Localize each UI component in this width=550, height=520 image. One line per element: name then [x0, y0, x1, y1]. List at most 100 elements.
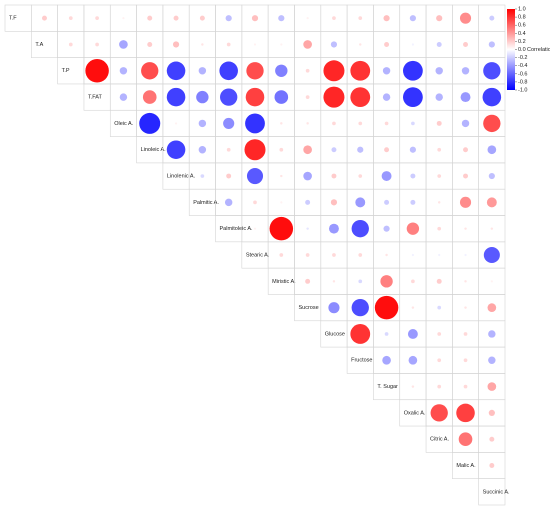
correlation-circle — [411, 306, 415, 309]
correlation-circle — [487, 303, 497, 312]
variable-label: Stearic A. — [246, 252, 270, 258]
correlation-circle — [332, 253, 336, 257]
colorbar — [507, 9, 515, 90]
correlation-circle — [246, 62, 264, 80]
correlation-circle — [385, 253, 388, 257]
correlation-circle — [463, 358, 468, 363]
correlation-circle — [409, 146, 416, 153]
variable-label: T.A — [35, 42, 43, 48]
correlation-circle — [436, 15, 443, 22]
correlation-circle — [142, 90, 157, 104]
correlation-circle — [141, 62, 159, 80]
correlation-circle — [219, 61, 238, 81]
correlation-circle — [483, 246, 500, 264]
correlation-circle — [332, 121, 336, 126]
correlation-circle — [358, 121, 363, 126]
correlation-circle — [331, 173, 337, 179]
correlation-circle — [482, 87, 502, 107]
variable-label: Succinic A. — [483, 489, 510, 495]
correlation-circle — [403, 60, 423, 81]
correlation-circle — [461, 67, 470, 75]
correlation-circle — [488, 330, 496, 338]
correlation-circle — [487, 382, 497, 391]
correlation-circle — [166, 61, 186, 81]
correlation-circle — [225, 15, 232, 22]
correlation-circle — [85, 59, 109, 83]
correlation-circle — [275, 64, 288, 77]
correlation-circle — [436, 42, 442, 47]
variable-label: T.FAT — [88, 95, 103, 101]
correlation-circle — [166, 140, 186, 160]
correlation-circle — [383, 225, 390, 232]
correlation-circle — [464, 306, 467, 309]
correlation-circle — [437, 305, 442, 310]
cell — [478, 478, 506, 506]
correlation-circle — [147, 15, 153, 21]
correlation-circle — [411, 253, 414, 257]
correlation-circle — [198, 119, 207, 128]
correlation-circle — [350, 324, 371, 344]
correlation-circle — [305, 278, 311, 284]
correlation-circle — [464, 253, 467, 257]
correlation-circle — [95, 42, 99, 47]
correlation-circle — [437, 384, 442, 389]
correlation-circle — [407, 329, 418, 339]
correlation-circle — [464, 280, 467, 283]
variable-label: T.P — [62, 68, 70, 74]
correlation-circle — [172, 41, 180, 48]
colorbar-tick-label: -0.4 — [518, 63, 527, 69]
correlation-circle — [436, 278, 442, 284]
correlation-circle — [436, 120, 442, 126]
correlation-circle — [68, 16, 73, 21]
correlation-circle — [332, 16, 336, 21]
correlation-circle — [437, 201, 441, 204]
variable-label: Miristic A. — [272, 279, 296, 285]
correlation-circle — [411, 385, 415, 388]
correlation-circle — [358, 279, 363, 284]
correlation-circle — [244, 139, 266, 161]
correlation-circle — [139, 112, 161, 134]
colorbar-tick-label: 0.2 — [518, 39, 526, 45]
correlation-circle — [274, 90, 289, 104]
correlation-circle — [463, 332, 468, 336]
correlation-circle — [463, 384, 468, 389]
correlation-circle — [245, 87, 265, 107]
correlation-circle — [280, 174, 283, 178]
colorbar-tick-label: -1.0 — [518, 87, 527, 93]
correlation-circle — [323, 86, 345, 108]
correlation-circle — [410, 199, 416, 205]
correlation-circle — [253, 200, 257, 205]
variable-label: T.F — [9, 16, 17, 22]
correlation-circle — [198, 67, 207, 75]
correlation-circle — [486, 197, 497, 208]
correlation-circle — [332, 280, 336, 283]
correlation-circle — [269, 216, 294, 241]
correlation-circle — [489, 463, 495, 468]
correlation-circle — [303, 145, 312, 155]
correlation-circle — [253, 227, 257, 230]
correlation-circle — [323, 60, 345, 82]
correlation-circle — [437, 174, 442, 178]
correlation-circle — [463, 42, 468, 47]
correlation-circle — [359, 43, 362, 46]
correlation-circle — [119, 67, 128, 75]
correlation-circle — [329, 223, 339, 234]
correlation-circle — [430, 404, 448, 422]
correlation-circle — [438, 253, 441, 257]
correlation-circle — [350, 60, 371, 81]
correlation-circle — [119, 40, 128, 49]
correlation-circle — [196, 90, 209, 104]
correlation-circle — [381, 171, 392, 181]
correlation-circle — [459, 196, 472, 208]
variable-label: Sucrose — [298, 305, 318, 311]
correlation-circle — [488, 41, 495, 48]
correlation-circle — [305, 199, 311, 205]
correlation-circle — [330, 199, 338, 206]
correlation-circle — [406, 222, 420, 235]
correlation-circle — [173, 15, 179, 21]
correlation-circle — [119, 93, 128, 101]
correlation-circle — [223, 117, 235, 129]
correlation-circle — [409, 15, 416, 22]
variable-label: Fructose — [351, 358, 372, 364]
correlation-circle — [305, 95, 310, 99]
